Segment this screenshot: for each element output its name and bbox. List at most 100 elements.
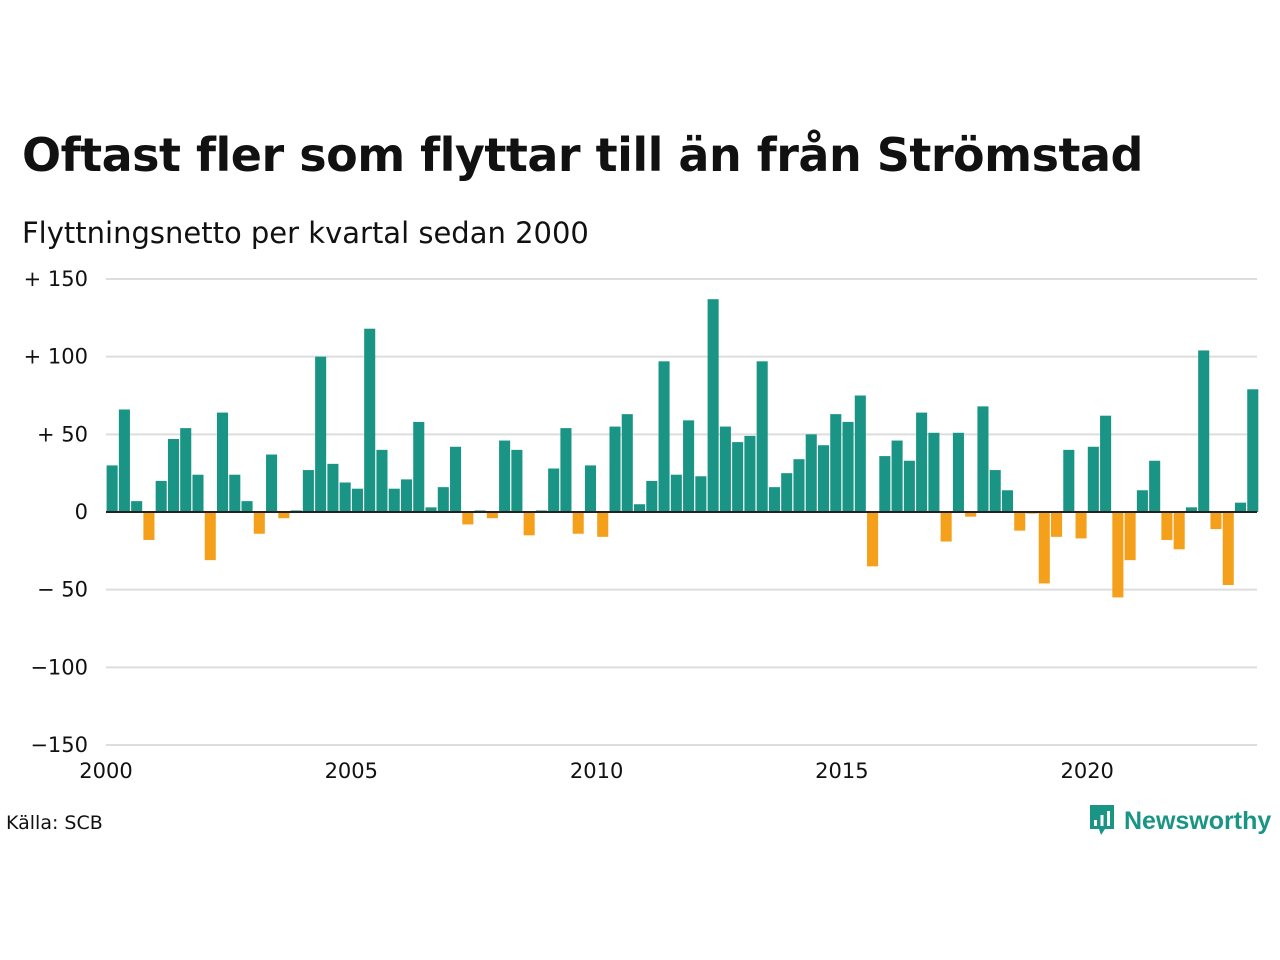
bar xyxy=(1014,512,1026,531)
bar xyxy=(216,412,229,512)
bar xyxy=(364,328,376,512)
y-tick-label: − 50 xyxy=(37,578,88,602)
bar xyxy=(1087,446,1099,512)
bar xyxy=(732,442,744,512)
bar xyxy=(584,465,597,512)
newsworthy-logo-icon xyxy=(1090,805,1114,835)
bar xyxy=(817,445,830,512)
bar xyxy=(634,504,646,512)
bar xyxy=(1063,449,1075,512)
bar xyxy=(609,426,621,512)
bar xyxy=(805,434,817,512)
grid-lines xyxy=(106,278,1257,746)
chart-subtitle: Flyttningsnetto per kvartal sedan 2000 xyxy=(22,216,589,250)
bar xyxy=(351,488,363,512)
bar xyxy=(1001,490,1014,512)
bar xyxy=(437,487,449,512)
bar xyxy=(1173,512,1185,550)
bar xyxy=(486,512,498,519)
bar xyxy=(499,440,511,512)
bar xyxy=(192,474,204,512)
bar xyxy=(940,512,952,542)
bar xyxy=(327,463,339,512)
brand-logo: Newsworthy xyxy=(1088,803,1271,839)
y-tick-label: + 150 xyxy=(24,267,88,291)
bar xyxy=(462,512,474,525)
bar xyxy=(1161,512,1173,540)
x-tick-label: 2020 xyxy=(1060,759,1113,783)
bar xyxy=(1198,350,1210,512)
bar xyxy=(131,501,143,512)
bar xyxy=(1136,490,1148,512)
bar xyxy=(683,420,695,512)
bar xyxy=(1112,512,1124,598)
bar xyxy=(670,474,682,512)
bar xyxy=(597,512,609,537)
bar xyxy=(830,414,842,512)
bar xyxy=(118,409,130,512)
bar xyxy=(977,406,989,512)
bar xyxy=(842,421,854,512)
bar xyxy=(450,446,462,512)
bar xyxy=(143,512,155,540)
bar xyxy=(1234,502,1247,512)
bar xyxy=(425,507,437,512)
bar xyxy=(413,421,425,512)
bar xyxy=(339,482,351,512)
bar xyxy=(1185,507,1197,512)
bar xyxy=(1038,512,1050,584)
bar xyxy=(916,412,928,512)
bar xyxy=(278,512,290,519)
bar xyxy=(744,435,756,512)
y-tick-label: −150 xyxy=(30,733,88,757)
bar xyxy=(167,438,179,512)
y-axis-tick-labels: + 150 + 100 + 50 0 − 50 −100 −150 xyxy=(24,267,88,757)
bar xyxy=(867,512,879,567)
brand-name: Newsworthy xyxy=(1124,806,1272,835)
bar xyxy=(511,449,523,512)
bars xyxy=(106,299,1259,598)
bar xyxy=(204,512,216,561)
bar xyxy=(266,454,278,512)
bar xyxy=(376,449,388,512)
x-tick-label: 2000 xyxy=(79,759,132,783)
bar xyxy=(241,501,253,512)
bar xyxy=(965,512,977,517)
bar xyxy=(719,426,731,512)
y-tick-label: −100 xyxy=(30,655,88,679)
bar xyxy=(903,460,915,512)
bar xyxy=(854,395,866,512)
bar xyxy=(1210,512,1222,530)
y-tick-label: + 50 xyxy=(37,422,88,446)
bar xyxy=(548,468,560,512)
bar xyxy=(879,456,891,512)
bar xyxy=(180,428,192,512)
bar xyxy=(106,465,118,512)
bar xyxy=(302,470,314,512)
bar xyxy=(952,432,964,512)
y-tick-label: 0 xyxy=(75,500,88,524)
x-tick-label: 2005 xyxy=(325,759,378,783)
bar xyxy=(646,480,658,512)
bar xyxy=(756,361,768,512)
source-note: Källa: SCB xyxy=(6,812,103,834)
bar xyxy=(707,299,719,512)
bar xyxy=(1051,512,1063,537)
y-tick-label: + 100 xyxy=(24,345,88,369)
bar xyxy=(1149,460,1161,512)
bar xyxy=(1124,512,1136,561)
bar xyxy=(793,459,805,512)
bar xyxy=(155,480,167,512)
bar xyxy=(989,470,1001,512)
bar xyxy=(572,512,584,534)
bar xyxy=(523,512,535,536)
x-axis-tick-labels: 2000 2005 2010 2015 2020 xyxy=(79,759,1114,783)
bar xyxy=(253,512,265,534)
bar xyxy=(1247,389,1259,512)
bar xyxy=(388,488,400,512)
bar xyxy=(560,428,572,512)
bar xyxy=(229,474,241,512)
bar xyxy=(891,440,903,512)
bar xyxy=(400,479,413,512)
bar xyxy=(928,432,940,512)
